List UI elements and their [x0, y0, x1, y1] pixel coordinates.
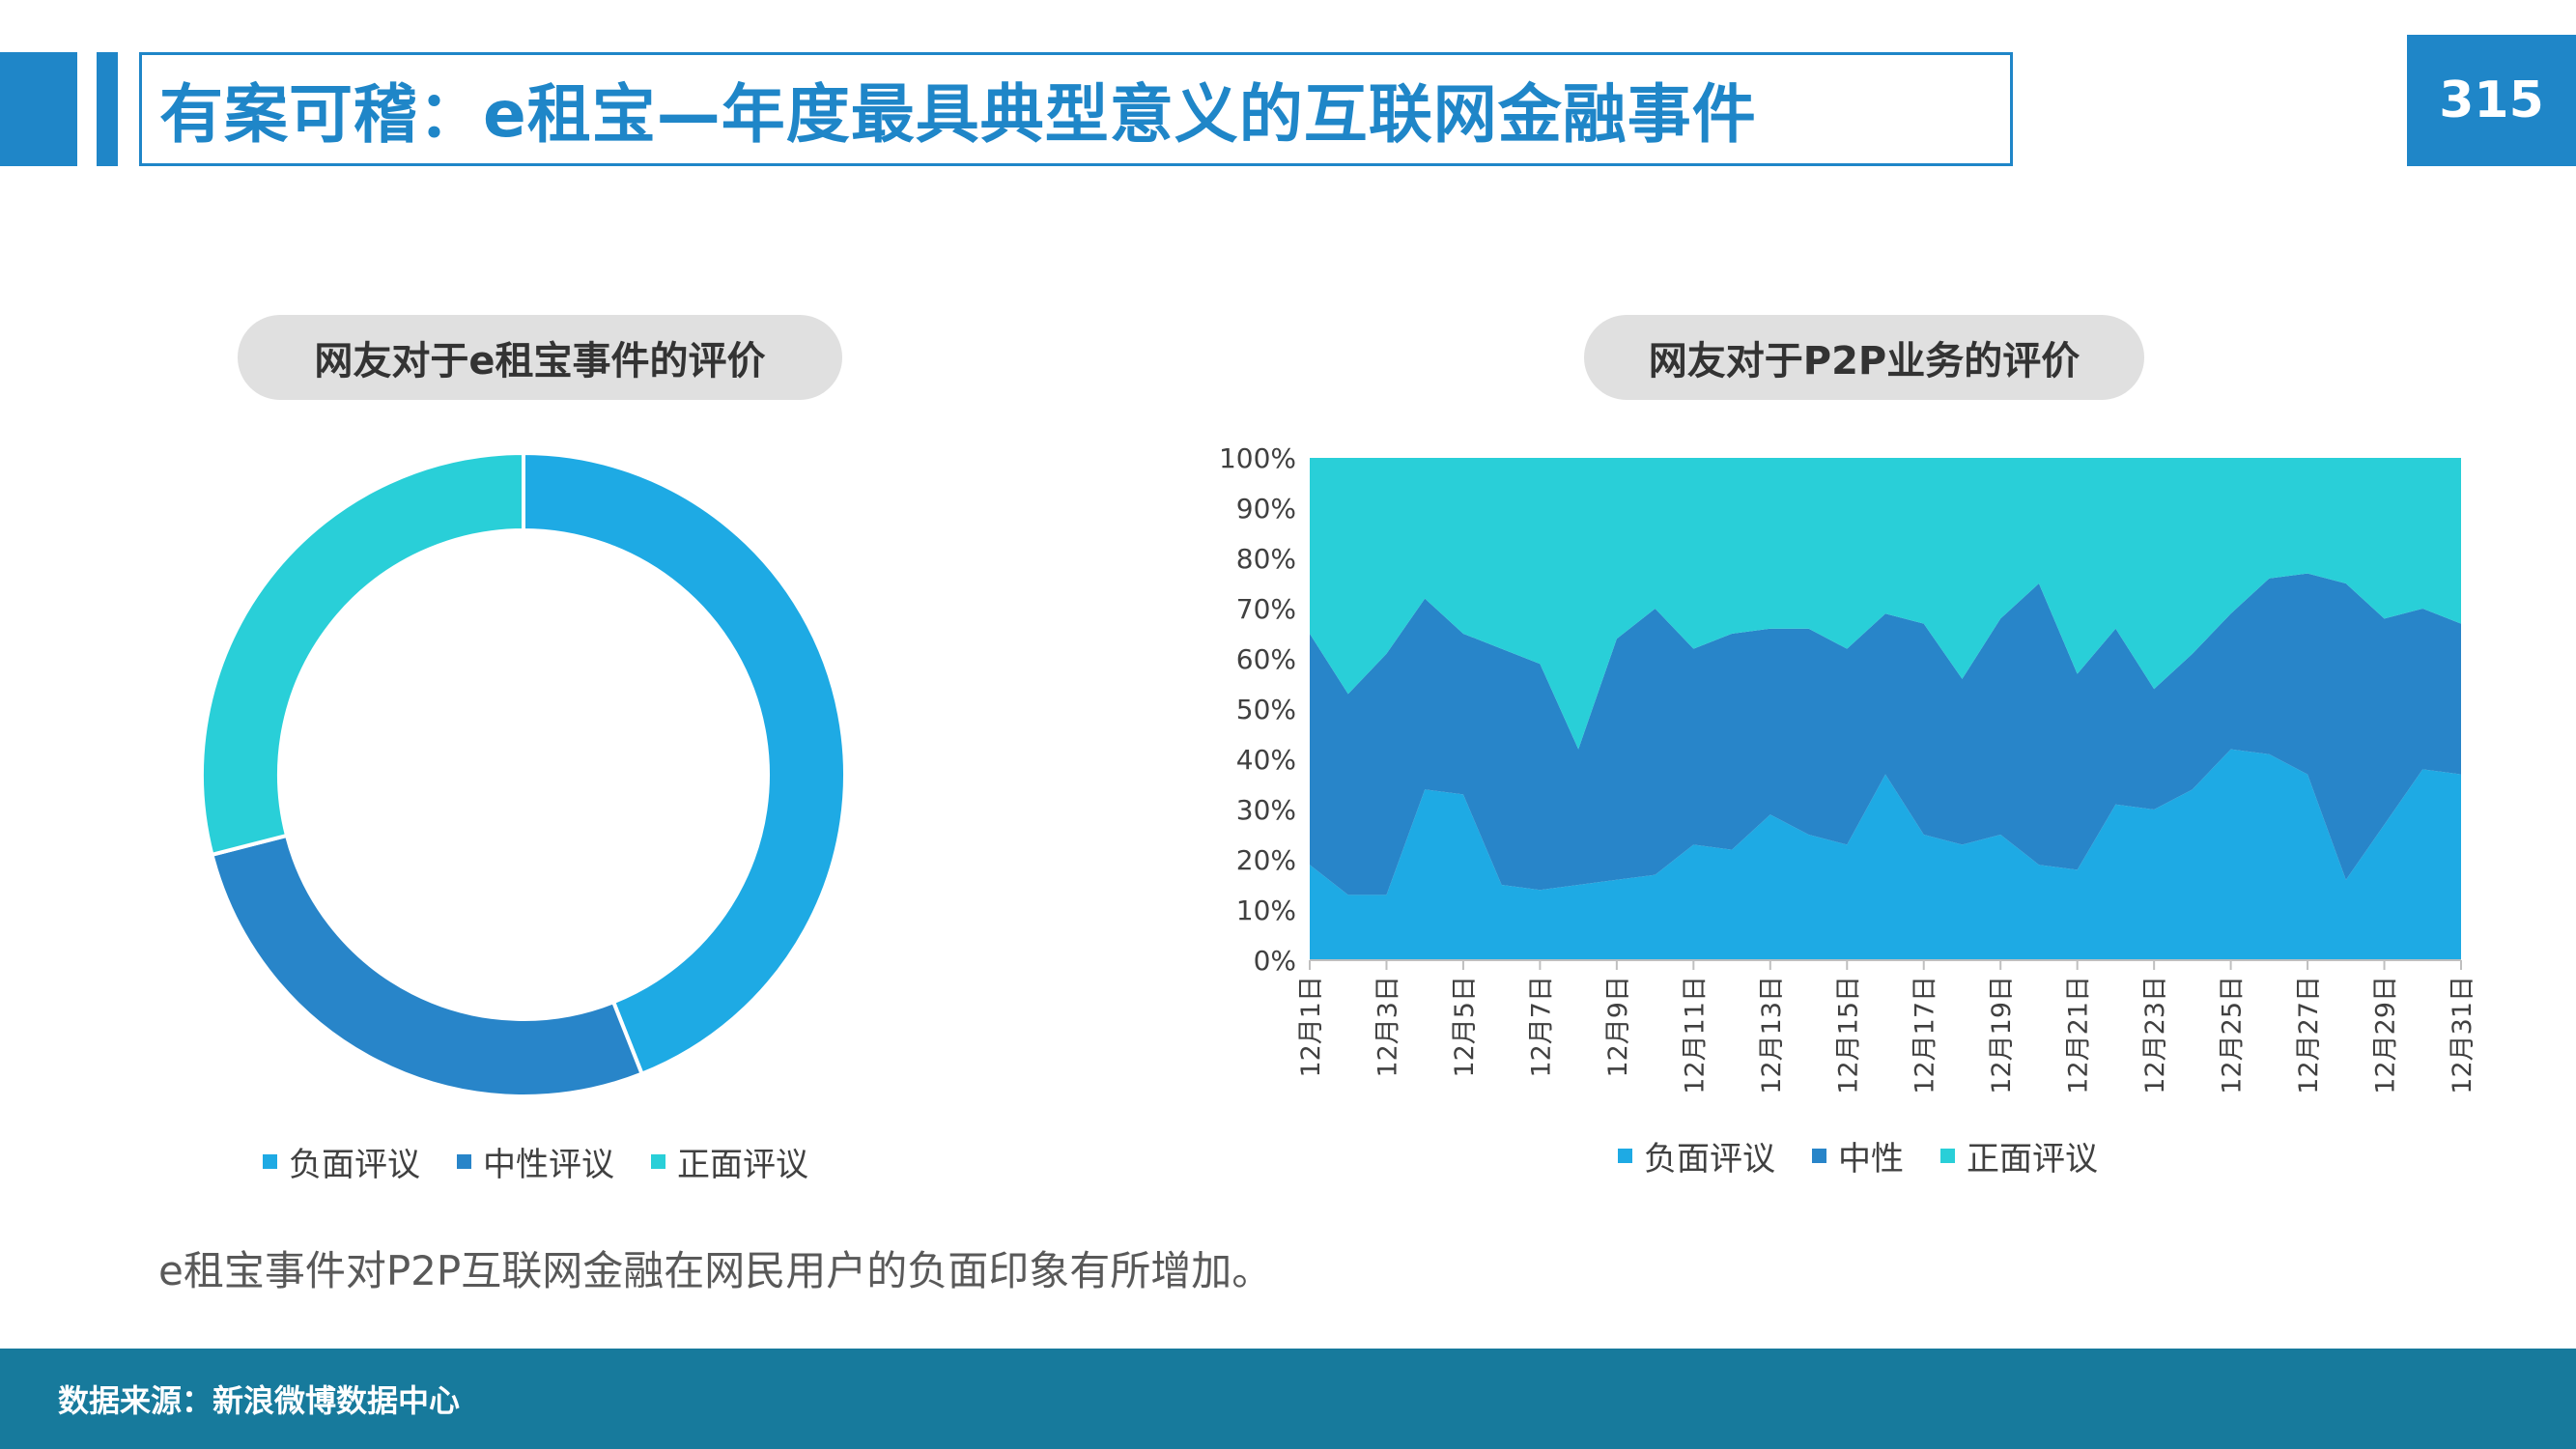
title-box: 有案可稽：e租宝—年度最具典型意义的互联网金融事件	[139, 52, 2013, 166]
page-title: 有案可稽：e租宝—年度最具典型意义的互联网金融事件	[159, 77, 1757, 152]
right-chart-legend: 负面评议 中性 正面评议	[1618, 1132, 2135, 1179]
x-tick-label: 12月29日	[2371, 976, 2401, 1094]
legend-label: 中性	[1838, 1140, 1904, 1179]
x-tick-label: 12月9日	[1603, 976, 1633, 1078]
legend-label: 负面评议	[289, 1146, 420, 1184]
y-tick-label: 60%	[1236, 643, 1296, 675]
x-tick-label: 12月5日	[1450, 976, 1480, 1078]
x-tick-label: 12月13日	[1757, 976, 1787, 1094]
x-tick-label: 12月1日	[1296, 976, 1326, 1078]
data-source: 数据来源：新浪微博数据中心	[58, 1382, 461, 1419]
donut-slice-正面评议	[200, 450, 525, 858]
y-tick-label: 10%	[1236, 895, 1296, 926]
y-tick-label: 50%	[1236, 694, 1296, 725]
footer-bar: 数据来源：新浪微博数据中心	[0, 1349, 2576, 1449]
left-chart-legend: 负面评议 中性评议 正面评议	[263, 1138, 845, 1185]
y-tick-label: 90%	[1236, 493, 1296, 525]
header-decor-stripe	[97, 52, 118, 166]
y-tick-label: 80%	[1236, 543, 1296, 575]
legend-item-neutral: 中性	[1812, 1132, 1904, 1179]
area-series-中性	[1310, 573, 2461, 895]
left-chart-title: 网友对于e租宝事件的评价	[238, 315, 842, 400]
donut-slice-中性评议	[210, 833, 645, 1098]
legend-item-negative: 负面评议	[1618, 1132, 1775, 1179]
donut-slice-负面评议	[522, 450, 847, 1077]
x-tick-label: 12月11日	[1680, 976, 1710, 1094]
x-tick-label: 12月15日	[1833, 976, 1863, 1094]
legend-swatch	[1940, 1149, 1955, 1163]
y-tick-label: 30%	[1236, 794, 1296, 826]
area-series-负面评议	[1310, 749, 2461, 960]
y-tick-label: 70%	[1236, 593, 1296, 625]
y-tick-label: 0%	[1254, 945, 1296, 977]
x-tick-label: 12月25日	[2218, 976, 2248, 1094]
x-tick-label: 12月17日	[1911, 976, 1940, 1094]
legend-label: 正面评议	[1967, 1140, 2098, 1179]
donut-chart	[200, 450, 847, 1098]
x-tick-label: 12月23日	[2140, 976, 2170, 1094]
x-tick-label: 12月7日	[1526, 976, 1556, 1078]
x-tick-label: 12月19日	[1987, 976, 2017, 1094]
legend-item-positive: 正面评议	[1940, 1132, 2098, 1179]
y-tick-label: 40%	[1236, 744, 1296, 776]
legend-item-positive: 正面评议	[651, 1138, 808, 1185]
stacked-area-chart: 0% 10% 20% 30% 40% 50% 60% 70% 80% 90% 100% 12月1日 12…	[1219, 442, 2477, 1094]
legend-label: 正面评议	[677, 1146, 808, 1184]
legend-swatch	[263, 1154, 277, 1169]
area-series-正面评议	[1310, 458, 2461, 750]
y-tick-label: 20%	[1236, 844, 1296, 876]
legend-swatch	[1618, 1149, 1632, 1163]
x-tick-label: 12月31日	[2448, 976, 2477, 1094]
legend-label: 负面评议	[1644, 1140, 1775, 1179]
legend-swatch	[457, 1154, 471, 1169]
legend-swatch	[1812, 1149, 1826, 1163]
x-tick-label: 12月3日	[1373, 976, 1402, 1078]
right-chart-title: 网友对于P2P业务的评价	[1584, 315, 2144, 400]
y-tick-label: 100%	[1219, 442, 1296, 474]
page-number: 315	[2407, 35, 2576, 166]
legend-label: 中性评议	[483, 1146, 614, 1184]
legend-swatch	[651, 1154, 665, 1169]
conclusion-note: e租宝事件对P2P互联网金融在网民用户的负面印象有所增加。	[158, 1247, 1273, 1294]
legend-item-neutral: 中性评议	[457, 1138, 614, 1185]
header-decor-block	[0, 52, 77, 166]
legend-item-negative: 负面评议	[263, 1138, 420, 1185]
x-tick-label: 12月27日	[2294, 976, 2324, 1094]
x-tick-label: 12月21日	[2064, 976, 2094, 1094]
